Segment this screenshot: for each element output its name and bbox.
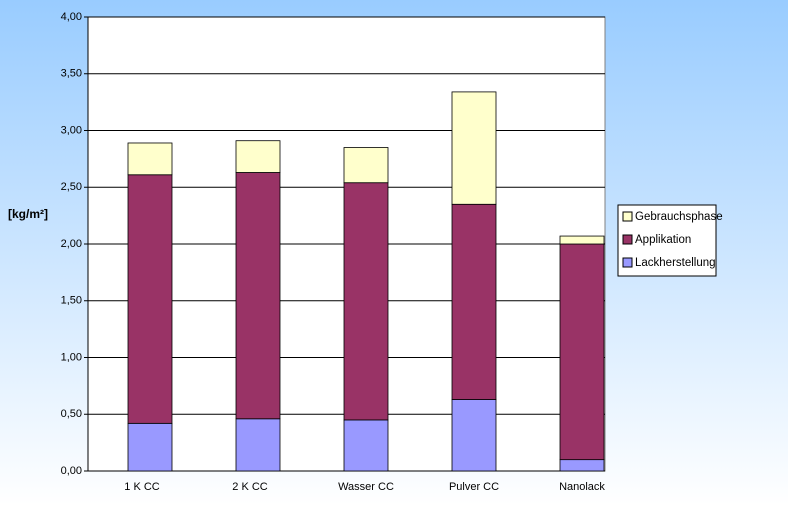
x-tick-label: Nanolack [559,481,605,493]
y-tick-label: 3,00 [61,124,82,136]
bar-segment [343,419,389,472]
x-tick-label: Pulver CC [449,481,499,493]
bar-segment [235,418,281,472]
y-tick-label: 1,50 [61,295,82,307]
y-tick-label: 0,00 [61,465,82,477]
y-tick-label: 1,00 [61,351,82,363]
y-tick-label: 2,50 [61,181,82,193]
y-tick-label: 4,00 [61,11,82,23]
legend-swatch [622,257,633,268]
x-tick-label: 2 K CC [232,481,268,493]
y-tick-label: 0,50 [61,408,82,420]
bar-segment [559,243,605,461]
legend-swatch [622,234,633,245]
legend-label: Applikation [635,234,691,246]
bar-segment [451,399,497,472]
bar-segment [235,140,281,173]
y-tick-label: 2,00 [61,238,82,250]
legend-swatch [622,211,633,222]
bar-segment [127,422,173,472]
bar-segment [235,172,281,420]
bar-segment [343,182,389,421]
bar-segment [451,203,497,400]
legend-label: Lackherstellung [635,257,716,269]
bar-segment [127,174,173,424]
y-axis-label: [kg/m²] [8,207,48,221]
x-tick-label: 1 K CC [124,481,160,493]
bar-segment [127,142,173,176]
y-tick-label: 3,50 [61,68,82,80]
legend-box [617,204,717,277]
bar-segment [343,147,389,184]
bar-segment [451,91,497,205]
bar-segment [559,235,605,245]
bar-segment [559,459,605,472]
legend-label: Gebrauchsphase [635,211,723,223]
x-tick-label: Wasser CC [338,481,394,493]
